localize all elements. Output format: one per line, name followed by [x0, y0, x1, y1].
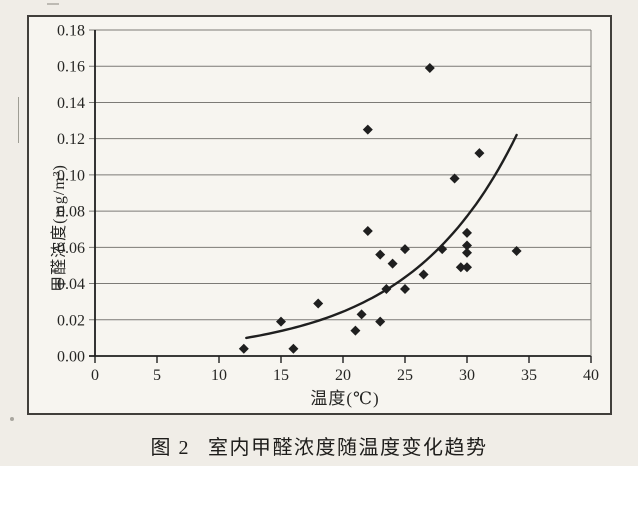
x-tick-label: 40	[583, 367, 599, 384]
data-point-marker	[276, 316, 286, 327]
x-tick-label: 0	[91, 367, 99, 384]
data-point-marker	[400, 283, 410, 294]
x-tick-label: 35	[521, 367, 537, 384]
y-tick-label: 0.08	[57, 204, 85, 221]
formaldehyde-temperature-scatter-chart: 0.00 0.02 0.04 0.06 0.08 0.10 0.12 0.14 0.16 0.18…	[57, 23, 599, 385]
data-point-marker	[462, 247, 472, 258]
y-tick-label: 0.16	[57, 59, 85, 76]
x-tick-label: 10	[211, 367, 227, 384]
trend-curve	[245, 133, 518, 340]
data-point-marker	[313, 298, 324, 309]
x-tick-label: 5	[153, 367, 161, 384]
x-axis-label: 温度(℃)	[310, 389, 380, 408]
y-tick-label: 0.06	[57, 240, 85, 257]
chart-frame: 0.00 0.02 0.04 0.06 0.08 0.10 0.12 0.14 0.16 0.18…	[27, 15, 612, 415]
data-point-marker	[462, 240, 472, 251]
x-tick-label: 25	[397, 367, 413, 384]
data-point-marker	[288, 343, 299, 354]
data-point-marker	[418, 269, 429, 280]
x-tick-label: 15	[273, 367, 289, 384]
data-point-marker	[387, 258, 398, 269]
y-tick-label: 0.10	[57, 167, 85, 184]
data-point-marker	[238, 343, 249, 354]
data-point-marker	[424, 63, 435, 74]
data-point-marker	[375, 316, 386, 327]
scan-artifact	[10, 417, 14, 421]
data-point-marker	[362, 226, 373, 237]
data-point-marker	[350, 325, 361, 336]
data-point-marker	[381, 283, 392, 294]
scan-artifact	[18, 97, 19, 143]
data-point-marker	[474, 148, 485, 159]
figure-number: 图 2	[150, 437, 190, 459]
data-point-marker	[437, 244, 448, 255]
figure-caption: 图 2 室内甲醛浓度随温度变化趋势	[0, 431, 638, 460]
data-point-marker	[455, 262, 466, 273]
y-tick-label: 0.00	[57, 349, 85, 366]
x-tick-label: 20	[335, 367, 351, 384]
x-tick-label: 30	[459, 367, 475, 384]
y-tick-label: 0.12	[57, 131, 85, 148]
y-tick-label: 0.14	[57, 95, 85, 112]
data-point-marker	[449, 173, 460, 184]
figure-title: 室内甲醛浓度随温度变化趋势	[208, 437, 488, 459]
y-tick-label: 0.18	[57, 23, 85, 40]
data-point-marker	[400, 244, 410, 255]
y-tick-label: 0.02	[57, 312, 85, 329]
data-point-marker	[362, 124, 373, 135]
data-point-marker	[375, 249, 386, 260]
data-point-marker	[462, 262, 472, 273]
scanned-document-page: 0.00 0.02 0.04 0.06 0.08 0.10 0.12 0.14 0.16 0.18…	[0, 0, 638, 466]
data-point-marker	[356, 309, 367, 320]
data-point-marker	[462, 227, 472, 238]
y-tick-label: 0.04	[57, 276, 85, 293]
scan-artifact	[47, 3, 59, 5]
